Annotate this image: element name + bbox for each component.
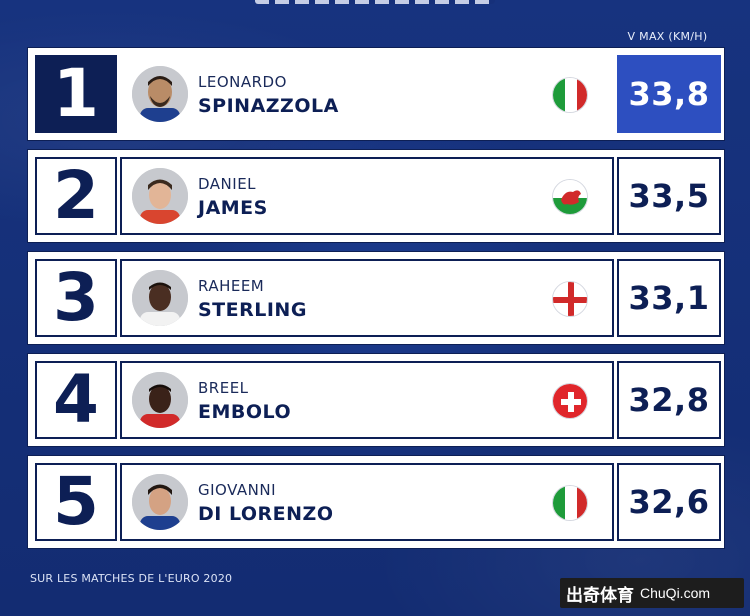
watermark-logo: 出奇体育 ChuQi.com bbox=[560, 578, 744, 608]
rank-number: 3 bbox=[53, 259, 99, 336]
rank-box: 5 bbox=[35, 463, 117, 541]
speed-value: 32,6 bbox=[628, 483, 710, 521]
italy-flag-icon bbox=[552, 485, 588, 521]
rank-number: 5 bbox=[53, 463, 99, 540]
player-last-name: STERLING bbox=[198, 299, 307, 321]
player-photo bbox=[132, 474, 188, 530]
speed-box: 33,8 bbox=[617, 55, 721, 133]
cropped-title-graphic bbox=[255, 0, 495, 4]
player-last-name: EMBOLO bbox=[198, 401, 292, 423]
player-info: GIOVANNI DI LORENZO bbox=[120, 463, 614, 541]
speed-box: 33,5 bbox=[617, 157, 721, 235]
rank-box: 1 bbox=[35, 55, 117, 133]
player-last-name: DI LORENZO bbox=[198, 503, 334, 525]
player-photo bbox=[132, 372, 188, 428]
player-info: BREEL EMBOLO bbox=[120, 361, 614, 439]
wales-flag-icon bbox=[552, 179, 588, 215]
player-info: LEONARDO SPINAZZOLA bbox=[120, 55, 614, 133]
player-first-name: RAHEEM bbox=[198, 277, 265, 295]
speed-value: 33,8 bbox=[628, 75, 710, 113]
watermark-site-text: ChuQi.com bbox=[640, 585, 711, 601]
player-photo bbox=[132, 168, 188, 224]
player-last-name: SPINAZZOLA bbox=[198, 95, 339, 117]
rank-box: 4 bbox=[35, 361, 117, 439]
player-first-name: LEONARDO bbox=[198, 73, 287, 91]
player-first-name: BREEL bbox=[198, 379, 249, 397]
ranking-row: 2 DANIEL JAMES 33,5 bbox=[28, 150, 724, 242]
speed-column-header: V MAX (KM/H) bbox=[627, 30, 708, 43]
player-first-name: DANIEL bbox=[198, 175, 257, 193]
speed-box: 32,8 bbox=[617, 361, 721, 439]
ranking-row: 5 GIOVANNI DI LORENZO 32,6 bbox=[28, 456, 724, 548]
speed-value: 33,1 bbox=[628, 279, 710, 317]
ranking-row: 4 BREEL EMBOLO 32,8 bbox=[28, 354, 724, 446]
switzerland-flag-icon bbox=[552, 383, 588, 419]
player-first-name: GIOVANNI bbox=[198, 481, 277, 499]
rank-box: 2 bbox=[35, 157, 117, 235]
rank-number: 2 bbox=[53, 157, 99, 234]
player-last-name: JAMES bbox=[198, 197, 268, 219]
italy-flag-icon bbox=[552, 77, 588, 113]
player-info: RAHEEM STERLING bbox=[120, 259, 614, 337]
speed-box: 33,1 bbox=[617, 259, 721, 337]
player-photo bbox=[132, 270, 188, 326]
england-flag-icon bbox=[552, 281, 588, 317]
speed-box: 32,6 bbox=[617, 463, 721, 541]
rank-number: 4 bbox=[53, 361, 99, 438]
ranking-row: 1 LEONARDO SPINAZZOLA 33,8 bbox=[28, 48, 724, 140]
rank-box: 3 bbox=[35, 259, 117, 337]
player-photo bbox=[132, 66, 188, 122]
ranking-row: 3 RAHEEM STERLING 33,1 bbox=[28, 252, 724, 344]
player-info: DANIEL JAMES bbox=[120, 157, 614, 235]
watermark-chinese-text: 出奇体育 bbox=[566, 585, 634, 606]
speed-value: 32,8 bbox=[628, 381, 710, 419]
speed-value: 33,5 bbox=[628, 177, 710, 215]
footer-note: SUR LES MATCHES DE L'EURO 2020 bbox=[30, 572, 233, 585]
rank-number: 1 bbox=[53, 55, 99, 132]
